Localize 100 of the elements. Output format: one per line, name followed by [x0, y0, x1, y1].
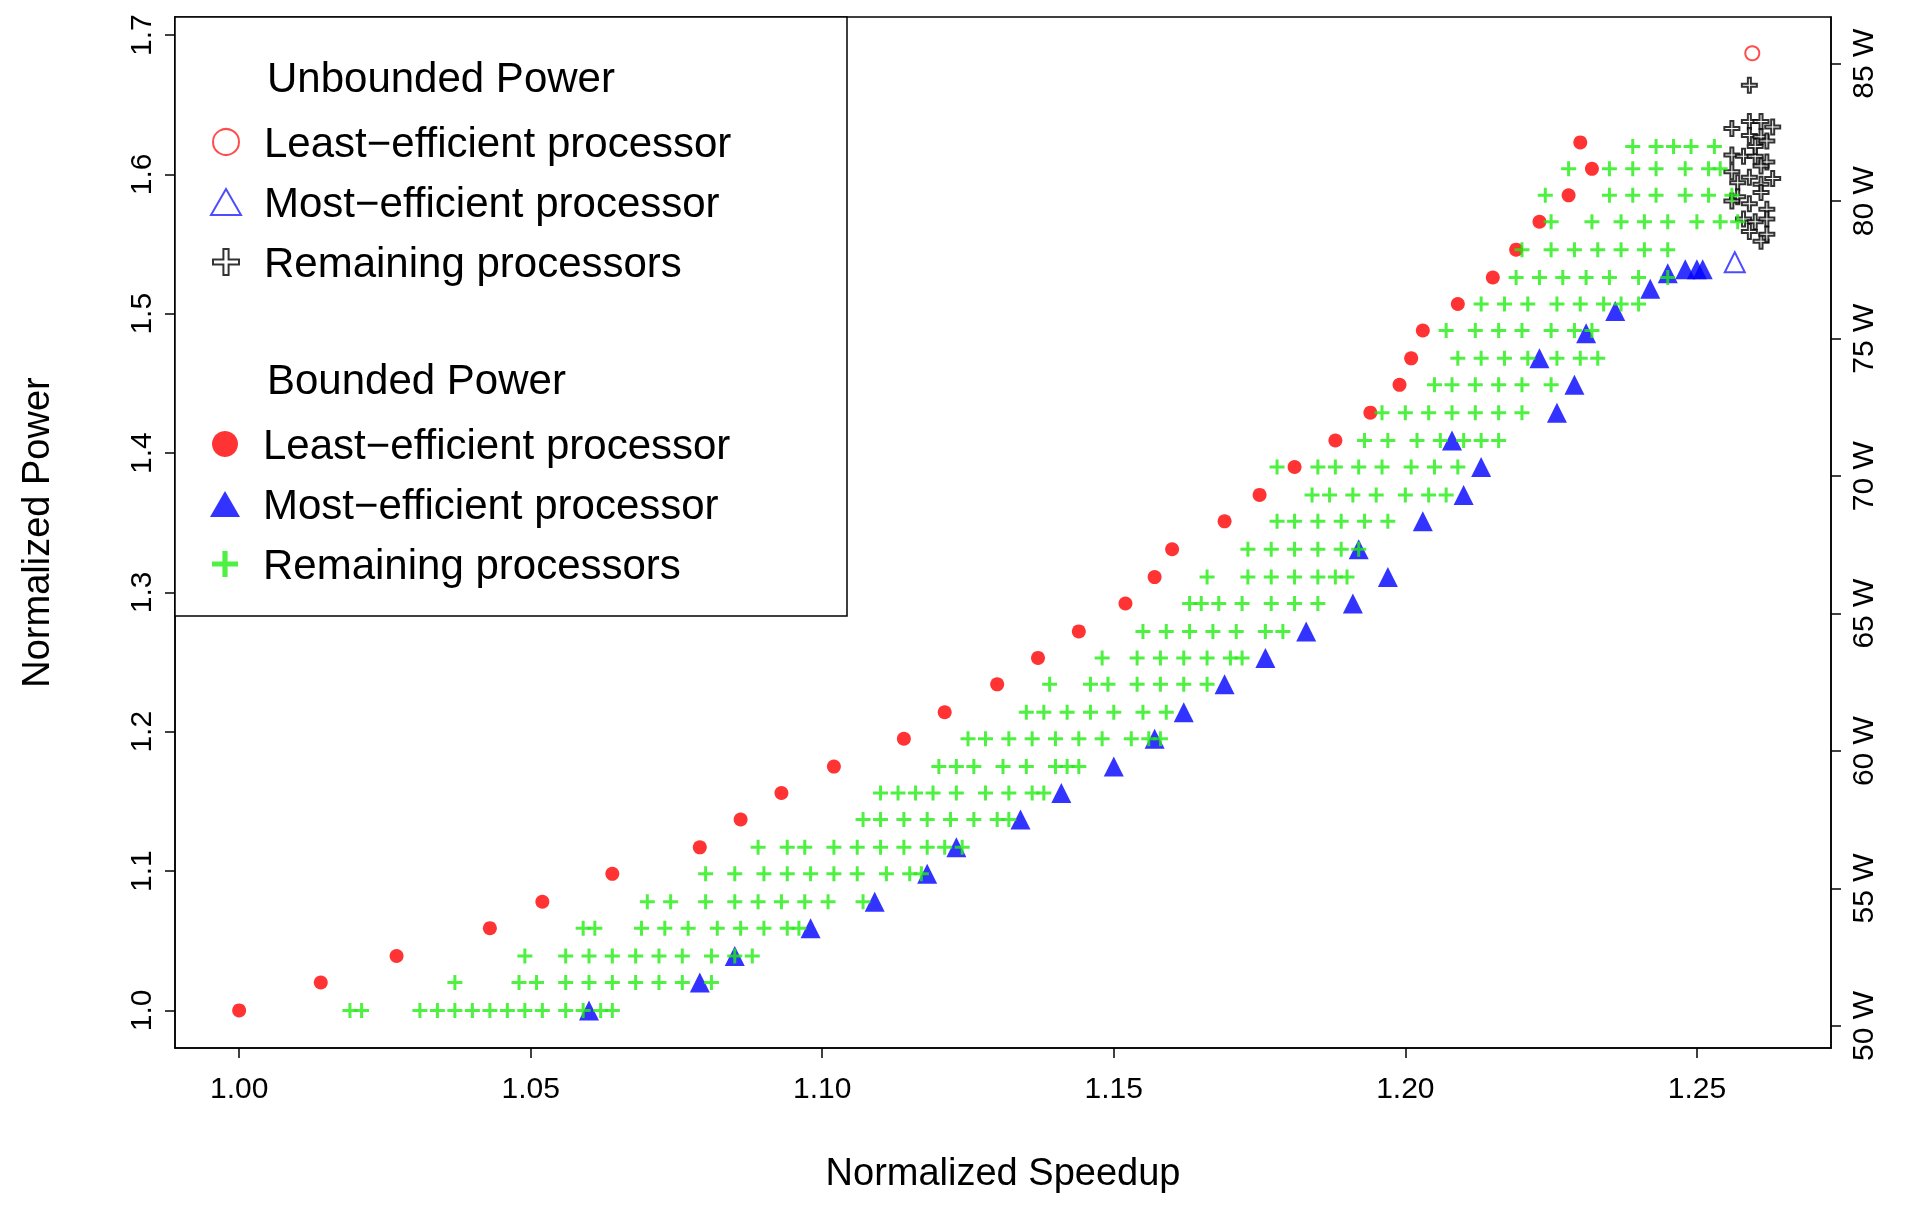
y2-tick-label: 65 W	[1845, 577, 1879, 649]
x-tick-label: 1.05	[501, 1070, 560, 1104]
point	[389, 949, 404, 964]
y-tick-label: 1.7	[123, 14, 157, 56]
y-tick-label: 1.4	[123, 432, 157, 474]
point	[1441, 430, 1462, 451]
point	[1415, 323, 1430, 338]
point	[1071, 624, 1086, 639]
point	[1173, 702, 1194, 723]
point	[1723, 119, 1741, 137]
point	[1740, 168, 1758, 186]
point	[1605, 300, 1626, 321]
y-tick-label: 1.3	[123, 571, 157, 614]
y-tick-label: 1.1	[123, 850, 157, 892]
x-tick-label: 1.25	[1667, 1070, 1727, 1104]
point	[826, 759, 841, 774]
annotation: Unbounded Power	[267, 53, 615, 101]
point	[1031, 650, 1045, 665]
point	[482, 921, 497, 936]
point	[1328, 433, 1343, 448]
legend-label: Least−efficient processor	[263, 420, 731, 468]
point	[1529, 348, 1550, 369]
point	[937, 705, 952, 720]
y2-tick-label: 50 W	[1845, 990, 1879, 1062]
y2-tick-label: 80 W	[1845, 165, 1879, 237]
point	[1764, 118, 1782, 136]
point	[1377, 567, 1398, 588]
point	[733, 812, 748, 827]
legend-label: Most−efficient processor	[264, 178, 720, 226]
point	[1723, 163, 1741, 181]
x-tick-label: 1.20	[1376, 1070, 1435, 1104]
point	[1342, 593, 1363, 614]
point	[1723, 251, 1746, 274]
point	[1546, 402, 1567, 423]
legend-label: Most−efficient processor	[263, 480, 719, 528]
point	[535, 894, 550, 909]
legend-label: Remaining processors	[263, 540, 681, 588]
point	[1692, 259, 1713, 280]
y-tick-label: 1.0	[123, 989, 157, 1032]
point	[1758, 132, 1776, 150]
point	[1752, 112, 1770, 130]
annotation: Bounded Power	[267, 355, 566, 403]
y2-tick-label: 70 W	[1845, 440, 1879, 512]
point	[1471, 457, 1492, 478]
point	[1532, 214, 1547, 229]
y2-tick-label: 85 W	[1845, 28, 1879, 99]
point	[689, 972, 710, 993]
point	[1561, 188, 1576, 203]
y-tick-label: 1.5	[123, 292, 157, 335]
point	[1255, 647, 1276, 668]
point	[1564, 374, 1585, 395]
point	[1147, 570, 1162, 585]
point	[605, 866, 620, 881]
point	[232, 1003, 247, 1018]
point	[864, 891, 885, 912]
point	[1758, 210, 1776, 228]
point	[1485, 270, 1500, 285]
point	[1214, 674, 1235, 695]
point	[1758, 225, 1776, 243]
y-axis-title: Normalized Power	[15, 376, 57, 688]
x-tick-label: 1.10	[793, 1070, 852, 1104]
point	[1412, 511, 1433, 532]
point	[1252, 487, 1267, 502]
point	[1723, 146, 1741, 164]
point	[1744, 45, 1761, 62]
point	[1740, 195, 1758, 213]
point	[313, 975, 328, 990]
point	[896, 731, 911, 746]
point	[1752, 157, 1770, 175]
point	[1640, 278, 1661, 299]
legend-label: Remaining processors	[264, 238, 682, 286]
y2-tick-label: 60 W	[1845, 715, 1879, 787]
point	[1746, 138, 1764, 156]
point	[1453, 484, 1474, 505]
x-tick-label: 1.15	[1084, 1070, 1143, 1104]
point	[1217, 514, 1232, 529]
point	[1103, 756, 1124, 777]
point	[1450, 297, 1465, 311]
point	[1363, 405, 1378, 420]
point	[800, 918, 821, 939]
x-axis-title: Normalized Speedup	[825, 1151, 1181, 1193]
point	[1296, 621, 1317, 642]
point	[774, 786, 789, 801]
point	[1740, 223, 1758, 241]
point	[1118, 596, 1133, 611]
point	[692, 840, 707, 855]
legend-label: Least−efficient processor	[264, 118, 732, 166]
x-tick-label: 1.00	[209, 1070, 269, 1104]
point	[1392, 377, 1407, 392]
point	[1764, 170, 1782, 188]
point	[1051, 783, 1072, 804]
y2-tick-label: 55 W	[1845, 852, 1879, 924]
point	[1165, 542, 1180, 557]
y-tick-label: 1.2	[123, 710, 157, 753]
point	[1010, 809, 1031, 830]
point	[1287, 460, 1302, 475]
y-tick-label: 1.6	[123, 153, 157, 196]
point	[1404, 351, 1419, 366]
point	[990, 677, 1005, 692]
point	[1740, 76, 1758, 94]
